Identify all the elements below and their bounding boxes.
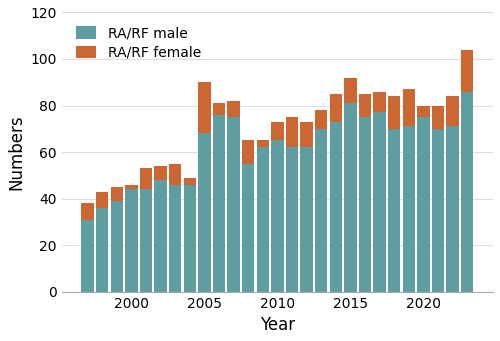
Bar [315,110,328,129]
Bar [300,122,313,147]
Y-axis label: Numbers: Numbers [7,114,25,190]
Bar [432,105,444,129]
Bar [125,184,138,189]
Bar [446,96,459,127]
Bar [388,96,400,129]
Bar [198,133,210,292]
Bar [184,184,196,292]
Bar [374,91,386,113]
Bar [432,129,444,292]
Bar [330,94,342,122]
Bar [184,178,196,184]
Bar [140,189,152,292]
Bar [169,164,181,184]
Bar [446,127,459,292]
Bar [359,94,371,117]
Bar [359,117,371,292]
Bar [82,203,94,220]
Bar [110,187,123,201]
Bar [228,117,240,292]
Bar [169,184,181,292]
Bar [198,82,210,133]
Bar [213,115,225,292]
Bar [374,113,386,292]
Bar [315,129,328,292]
Bar [242,140,254,164]
Bar [271,122,283,140]
Bar [256,140,269,147]
Bar [388,129,400,292]
Bar [154,180,167,292]
Bar [96,208,108,292]
Bar [286,117,298,147]
Bar [300,147,313,292]
Bar [110,201,123,292]
Bar [213,103,225,115]
Bar [461,91,473,292]
X-axis label: Year: Year [260,316,295,334]
Bar [256,147,269,292]
Bar [402,89,415,127]
Bar [154,166,167,180]
Bar [344,103,356,292]
Bar [417,117,430,292]
Bar [402,127,415,292]
Bar [228,101,240,117]
Bar [82,220,94,292]
Bar [330,122,342,292]
Bar [344,78,356,103]
Bar [140,168,152,189]
Bar [461,50,473,91]
Bar [286,147,298,292]
Legend: RA/RF male, RA/RF female: RA/RF male, RA/RF female [68,19,208,67]
Bar [96,192,108,208]
Bar [271,140,283,292]
Bar [125,189,138,292]
Bar [417,105,430,117]
Bar [242,164,254,292]
